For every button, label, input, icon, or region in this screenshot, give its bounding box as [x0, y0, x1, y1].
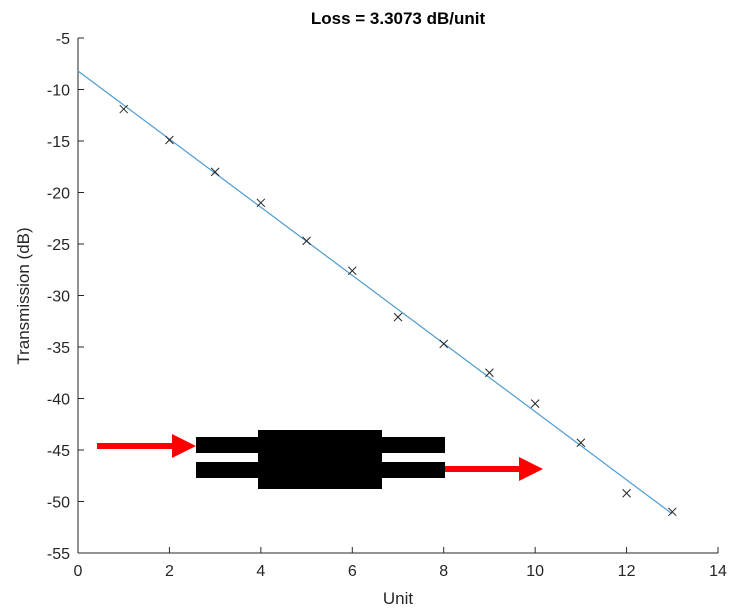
- x-tick-label: 4: [256, 563, 265, 580]
- y-tick-label: -10: [47, 83, 70, 100]
- data-point-marker: [119, 104, 129, 114]
- data-point-marker: [439, 339, 449, 349]
- marker-stroke: [439, 339, 449, 349]
- x-tick-label: 6: [348, 563, 357, 580]
- data-point-marker: [530, 399, 540, 409]
- y-tick-label: -45: [47, 443, 70, 460]
- device-body: [258, 430, 382, 489]
- y-tick-label: -40: [47, 392, 70, 409]
- y-tick-label: -50: [47, 495, 70, 512]
- data-point-marker: [256, 198, 266, 208]
- marker-stroke: [667, 507, 677, 517]
- data-point-marker: [667, 507, 677, 517]
- chart-title: Loss = 3.3073 dB/unit: [311, 9, 486, 28]
- marker-layer: [119, 104, 677, 517]
- marker-stroke: [256, 198, 266, 208]
- y-tick-label: -5: [56, 31, 70, 48]
- y-tick-label: -20: [47, 186, 70, 203]
- input-arrow-shaft: [97, 443, 175, 449]
- fit-line: [77, 70, 673, 515]
- y-tick-label: -35: [47, 340, 70, 357]
- marker-stroke: [165, 135, 174, 145]
- x-tick-label: 12: [618, 563, 636, 580]
- marker-stroke: [119, 104, 129, 114]
- data-point-marker: [485, 368, 494, 378]
- marker-stroke: [393, 312, 403, 322]
- data-point-marker: [210, 167, 220, 177]
- y-tick-label: -55: [47, 546, 70, 563]
- marker-stroke: [302, 236, 311, 246]
- data-point-marker: [393, 312, 403, 322]
- y-tick-label: -25: [47, 237, 70, 254]
- marker-stroke: [530, 399, 540, 409]
- axes: 0 2 4 6 8 10 12 14 -55 -50 -45 -40 -35 -30 -25 -20 -15 -1…: [47, 31, 727, 580]
- waveguide-inset: [97, 430, 543, 489]
- marker-stroke: [347, 266, 357, 276]
- y-axis-label: Transmission (dB): [14, 227, 33, 364]
- data-point-marker: [165, 135, 174, 145]
- marker-stroke: [210, 167, 220, 177]
- input-arrow-head: [172, 434, 196, 458]
- marker-stroke: [622, 488, 631, 498]
- x-tick-label: 10: [526, 563, 544, 580]
- output-arrow-shaft: [445, 466, 521, 472]
- data-point-marker: [622, 488, 631, 498]
- output-arrow-head: [519, 457, 543, 481]
- x-tick-label: 0: [74, 563, 83, 580]
- y-tick-label: -15: [47, 134, 70, 151]
- x-tick-label: 14: [709, 563, 727, 580]
- data-point-marker: [347, 266, 357, 276]
- marker-stroke: [576, 438, 586, 448]
- y-tick-label: -30: [47, 289, 70, 306]
- data-point-marker: [576, 438, 586, 448]
- data-point-marker: [302, 236, 311, 246]
- x-tick-label: 8: [439, 563, 448, 580]
- x-tick-label: 2: [165, 563, 174, 580]
- fit-line-layer: [77, 70, 673, 515]
- marker-stroke: [485, 368, 494, 378]
- x-axis-label: Unit: [383, 589, 414, 608]
